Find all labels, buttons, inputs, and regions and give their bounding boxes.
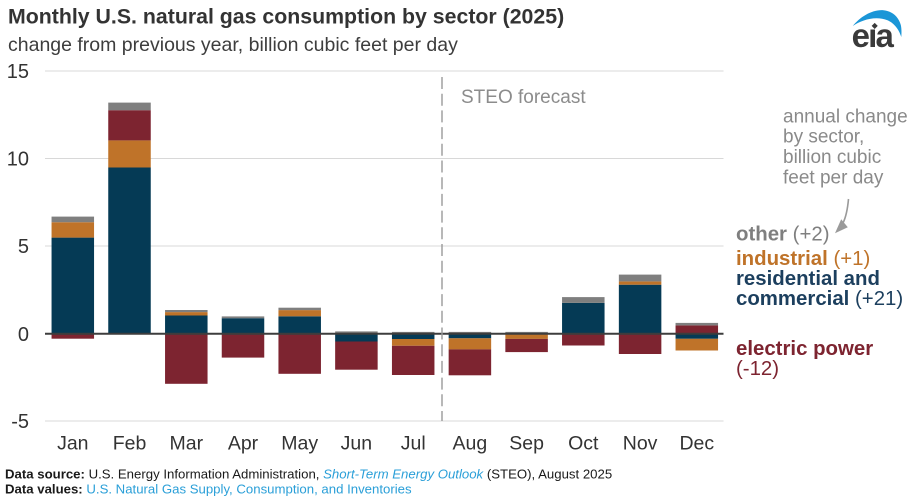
svg-text:15: 15 <box>7 61 29 83</box>
svg-text:STEO forecast: STEO forecast <box>461 87 586 108</box>
svg-text:Sep: Sep <box>509 432 544 454</box>
svg-text:billion cubic: billion cubic <box>783 147 881 168</box>
svg-text:other (+2): other (+2) <box>736 224 829 246</box>
svg-text:annual change: annual change <box>783 106 908 127</box>
svg-text:Feb: Feb <box>113 432 147 454</box>
svg-text:-5: -5 <box>11 411 29 433</box>
svg-text:Data values: U.S. Natural Gas: Data values: U.S. Natural Gas Supply, Co… <box>5 482 412 497</box>
svg-text:change from previous year, bil: change from previous year, billion cubic… <box>8 34 458 56</box>
svg-text:Oct: Oct <box>568 432 599 454</box>
svg-text:commercial (+21): commercial (+21) <box>736 288 903 310</box>
svg-text:Nov: Nov <box>623 432 658 454</box>
svg-text:May: May <box>281 432 318 454</box>
svg-text:residential and: residential and <box>736 268 880 290</box>
svg-text:10: 10 <box>7 149 29 171</box>
svg-text:Monthly U.S. natural gas consu: Monthly U.S. natural gas consumption by … <box>8 5 564 29</box>
svg-text:electric power: electric power <box>736 338 873 360</box>
svg-text:feet per day: feet per day <box>783 168 884 189</box>
svg-text:industrial (+1): industrial (+1) <box>736 248 870 270</box>
svg-text:Jun: Jun <box>341 432 372 454</box>
svg-text:Dec: Dec <box>679 432 714 454</box>
svg-text:eıa: eıa <box>852 17 895 54</box>
svg-text:Jan: Jan <box>57 432 88 454</box>
svg-text:Mar: Mar <box>170 432 204 454</box>
svg-text:0: 0 <box>18 324 29 346</box>
svg-text:5: 5 <box>18 236 29 258</box>
svg-text:(-12): (-12) <box>736 358 779 380</box>
svg-text:Aug: Aug <box>453 432 488 454</box>
svg-text:Jul: Jul <box>401 432 426 454</box>
svg-text:Apr: Apr <box>228 432 259 454</box>
svg-text:by sector,: by sector, <box>783 127 864 148</box>
svg-text:Data source: U.S. Energy Infor: Data source: U.S. Energy Information Adm… <box>5 466 612 481</box>
